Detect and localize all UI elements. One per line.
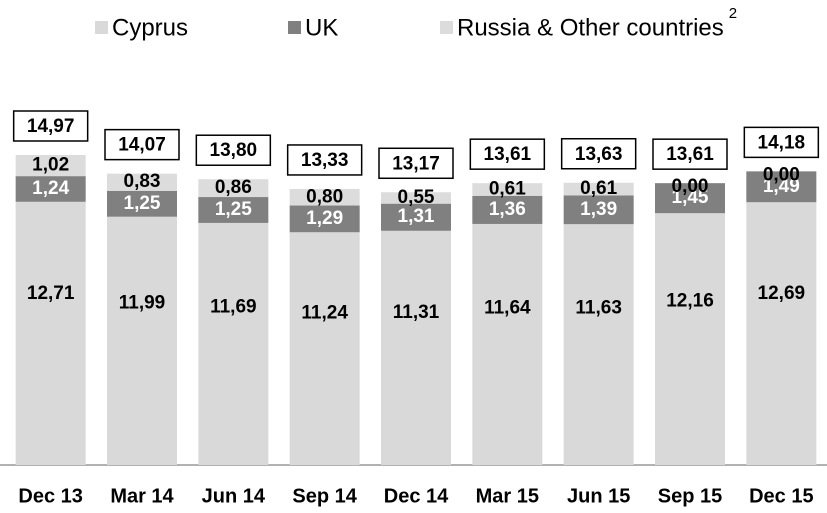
total-label: 13,80 [210,140,258,161]
value-label: 0,00 [672,176,709,197]
legend-swatch [288,21,301,34]
value-label: 11,31 [393,302,440,323]
total-box [560,137,637,170]
x-tick-label: Dec 13 [18,485,83,507]
value-label: 1,24 [32,178,69,199]
total-box [469,138,546,170]
value-label: 12,16 [666,290,714,311]
total-box [12,110,89,142]
value-label: 1,39 [580,199,617,220]
bar-segment [563,224,634,465]
value-label: 1,25 [215,199,252,220]
value-label: 0,00 [763,164,800,185]
value-label: 11,99 [119,293,166,314]
value-label: 1,45 [672,187,709,208]
x-tick-label: Mar 14 [110,485,174,507]
value-label: 1,36 [489,199,526,220]
value-label: 12,69 [758,283,806,304]
bar-segment [289,232,360,465]
bar-segment [472,183,543,196]
legend-label: Cyprus [112,14,188,41]
value-label: 0,55 [398,187,435,208]
value-label: 0,83 [124,171,161,192]
value-label: 11,24 [301,303,348,324]
bar-segment [15,201,86,465]
value-label: 11,69 [210,297,257,318]
value-label: 1,49 [763,176,800,197]
bar-segment [15,176,86,202]
bar-segment [198,179,269,198]
bar-segment [107,216,177,465]
value-label: 0,86 [215,177,252,198]
bar-segment [563,182,634,196]
bar-segment [746,171,817,203]
value-label: 1,29 [306,208,343,229]
total-label: 14,97 [27,116,75,137]
x-tick-label: Jun 14 [202,485,266,507]
legend-swatch [440,21,453,34]
x-tick-label: Dec 14 [384,485,449,507]
bar-segment [289,205,360,233]
bar-segment [746,202,817,466]
total-label: 14,07 [118,135,166,156]
bar-segment [381,230,451,465]
bar-segment [107,190,177,217]
value-label: 12,71 [27,283,75,304]
bar-segment [472,195,543,224]
bar-segment [381,203,451,231]
value-label: 0,61 [580,178,617,199]
legend-label: Russia & Other countries [457,14,724,41]
bar-segment [198,222,269,465]
bar-segment [289,188,360,206]
total-box [195,134,272,166]
total-box [286,144,363,176]
value-label: 0,80 [306,186,343,207]
x-tick-label: Sep 15 [658,485,722,507]
x-tick-label: Dec 15 [749,485,814,507]
total-box [378,147,454,180]
total-label: 13,17 [392,153,440,174]
total-label: 13,33 [301,150,349,171]
legend-swatch [95,21,108,34]
value-label: 11,63 [575,297,622,318]
total-label: 13,61 [666,144,714,165]
legend-label: UK [305,14,338,41]
total-box [652,138,728,170]
value-label: 1,31 [398,206,435,227]
total-label: 13,61 [484,144,532,165]
bar-segment [381,192,451,204]
total-label: 14,18 [758,132,806,153]
total-label: 13,63 [575,144,623,165]
bar-segment [107,173,177,191]
bar-segment [198,197,269,223]
value-label: 11,64 [484,297,531,318]
bar-segment [655,213,725,465]
bar-segment [655,183,725,214]
value-label: 0,61 [489,178,526,199]
bar-segment [472,223,543,465]
total-box [743,126,820,159]
x-tick-label: Sep 14 [292,485,357,507]
total-box [104,128,180,161]
x-tick-label: Jun 15 [567,485,630,507]
bar-segment [563,195,634,225]
legend-footnote: 2 [729,5,737,22]
value-label: 1,25 [124,193,161,214]
value-label: 1,02 [32,155,69,176]
bar-segment [15,155,86,177]
x-tick-label: Mar 15 [476,485,539,507]
